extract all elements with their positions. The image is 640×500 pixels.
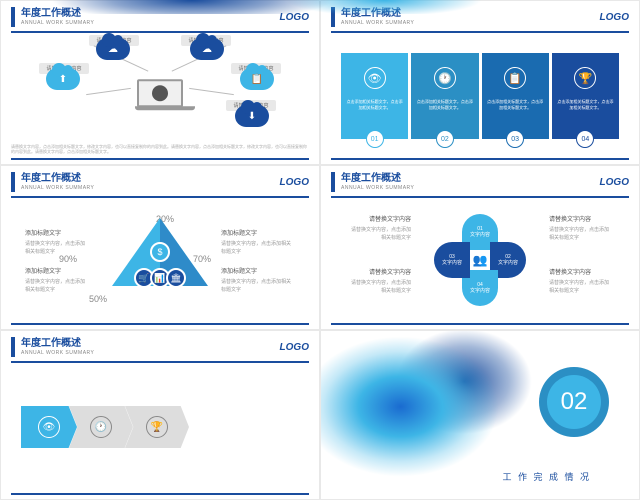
arrow-step: 添加标题🕐请替换文字内容点击添加 [69,406,133,448]
section-number-circle: 02 [539,367,609,437]
slide-4: 年度工作概述ANNUAL WORK SUMMARYLOGO 请替换文字内容请替换… [320,165,640,330]
cloud-icon: ⬆ [46,68,80,90]
ink-background: 02 工 作 完 成 情 况 [321,331,639,499]
section-caption: 工 作 完 成 情 况 [502,470,591,483]
clipboard-icon: 📋 [504,67,526,89]
info-box: 🏆点击添加相关标题文字，点击添加相关标题文字。04 [552,53,619,139]
cloud-icon: ☁ [96,38,130,60]
info-box: 🕐点击添加相关标题文字，点击添加相关标题文字。02 [411,53,478,139]
cycle-segment: 03文字内容 [434,242,470,278]
header: 年度工作概述 ANNUAL WORK SUMMARY LOGO [1,1,319,29]
slide-6: 02 工 作 完 成 情 况 [320,330,640,500]
people-icon: 👥 [467,247,493,273]
arrow-step: 添加标题👁请替换文字内容点击添加 [21,406,77,448]
info-box: 👁点击添加相关标题文字，点击添加相关标题文字。01 [341,53,408,139]
clock-icon: 🕐 [90,416,112,438]
box-number: 04 [576,130,594,148]
dollar-icon: $ [150,242,170,262]
trophy-icon: 🏆 [574,67,596,89]
slide-5: 年度工作概述ANNUAL WORK SUMMARYLOGO 添加标题👁请替换文字… [0,330,320,500]
box-number: 01 [366,130,384,148]
info-boxes: 👁点击添加相关标题文字，点击添加相关标题文字。01 🕐点击添加相关标题文字，点击… [331,41,629,148]
arrow-process: 添加标题👁请替换文字内容点击添加 添加标题🕐请替换文字内容点击添加 添加标题🏆请… [11,371,309,483]
percent-label: 50% [89,294,107,304]
box-number: 02 [436,130,454,148]
box-number: 03 [506,130,524,148]
laptop-icon [135,79,185,114]
slide-2: 年度工作概述ANNUAL WORK SUMMARYLOGO 👁点击添加相关标题文… [320,0,640,165]
logo: LOGO [280,12,309,23]
clock-icon: 🕐 [434,67,456,89]
cloud-icon: ☁ [190,38,224,60]
eye-icon: 👁 [38,416,60,438]
info-box: 📋点击添加相关标题文字，点击添加相关标题文字。03 [482,53,549,139]
cloud-icon: 📋 [240,68,274,90]
arrow-step: 添加标题🏆请替换文字内容点击添加 [125,406,189,448]
cloud-icon: ⬇ [235,105,269,127]
eye-icon: 👁 [364,67,386,89]
slide-3: 年度工作概述ANNUAL WORK SUMMARYLOGO 添加标题文字请替换文… [0,165,320,330]
cycle-diagram: 请替换文字内容请替换文字内容，点击添加相关标题文字 请替换文字内容请替换文字内容… [331,206,629,313]
triangle-chart: 添加标题文字请替换文字内容，点击添加相关标题文字 添加标题文字请替换文字内容，点… [11,206,309,313]
percent-label: 90% [59,254,77,264]
title: 年度工作概述 [21,9,280,19]
footer-text: 请替换文字内容，点击添加相关标题文字，修改文字内容，也可以直接复制你的内容到此。… [11,144,309,154]
building-icon: 🏛 [166,268,186,288]
slide-1: 年度工作概述 ANNUAL WORK SUMMARY LOGO 请替换文字内容 … [0,0,320,165]
section-number: 02 [547,375,601,429]
trophy-icon: 🏆 [146,416,168,438]
subtitle: ANNUAL WORK SUMMARY [21,20,280,26]
